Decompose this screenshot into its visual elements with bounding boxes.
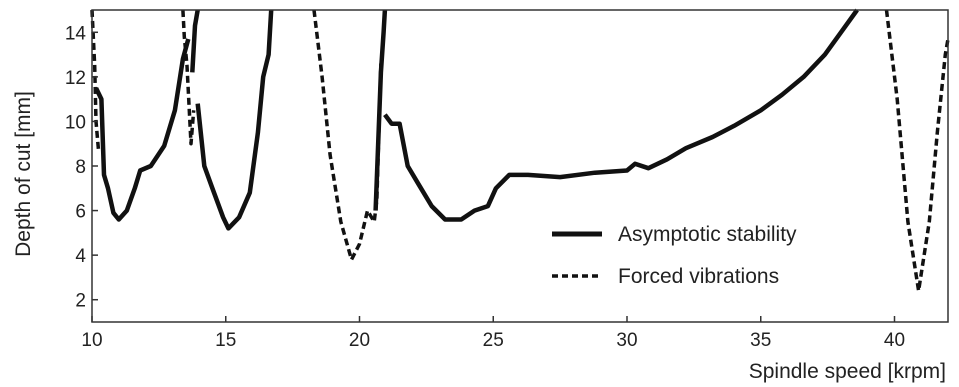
y-tick-label: 14 [65,23,87,44]
plot-frame [91,9,949,323]
series-line-asymptotic-stability-3 [195,9,274,231]
series-line-forced-vibrations-2 [181,9,196,146]
legend-label-asymptotic-stability: Asymptotic stability [618,223,797,246]
series-line-forced-vibrations-3 [312,9,383,262]
series-line-forced-vibrations-4 [884,9,950,293]
x-tick-label: 25 [483,330,504,351]
y-tick-label: 4 [75,246,86,267]
legend-label-forced-vibrations: Forced vibrations [618,265,779,288]
y-tick-label: 12 [65,68,86,89]
y-tick-label: 2 [75,291,86,312]
x-tick-label: 20 [349,330,370,351]
x-tick-label: 15 [215,330,236,351]
x-axis-label: Spindle speed [krpm] [749,360,946,383]
x-tick-label: 10 [81,330,102,351]
x-tick-label: 35 [750,330,771,351]
y-tick-label: 6 [75,202,86,223]
y-tick-label: 8 [75,157,86,178]
series-line-asymptotic-stability-1 [93,38,191,222]
series-line-asymptotic-stability-2 [190,9,200,73]
y-tick-label: 10 [65,112,86,133]
y-axis-ticks: 2 4 6 8 10 12 14 [65,23,98,312]
y-axis-label: Depth of cut [mm] [12,91,35,257]
x-tick-label: 40 [884,330,905,351]
series-line-forced-vibrations-1 [90,9,101,153]
series-line-asymptotic-stability-5 [383,8,859,222]
legend: Asymptotic stability Forced vibrations [552,223,797,288]
plot-lines [90,8,950,293]
x-tick-label: 30 [616,330,637,351]
x-axis-ticks: 10 15 20 25 30 35 40 [81,316,905,351]
